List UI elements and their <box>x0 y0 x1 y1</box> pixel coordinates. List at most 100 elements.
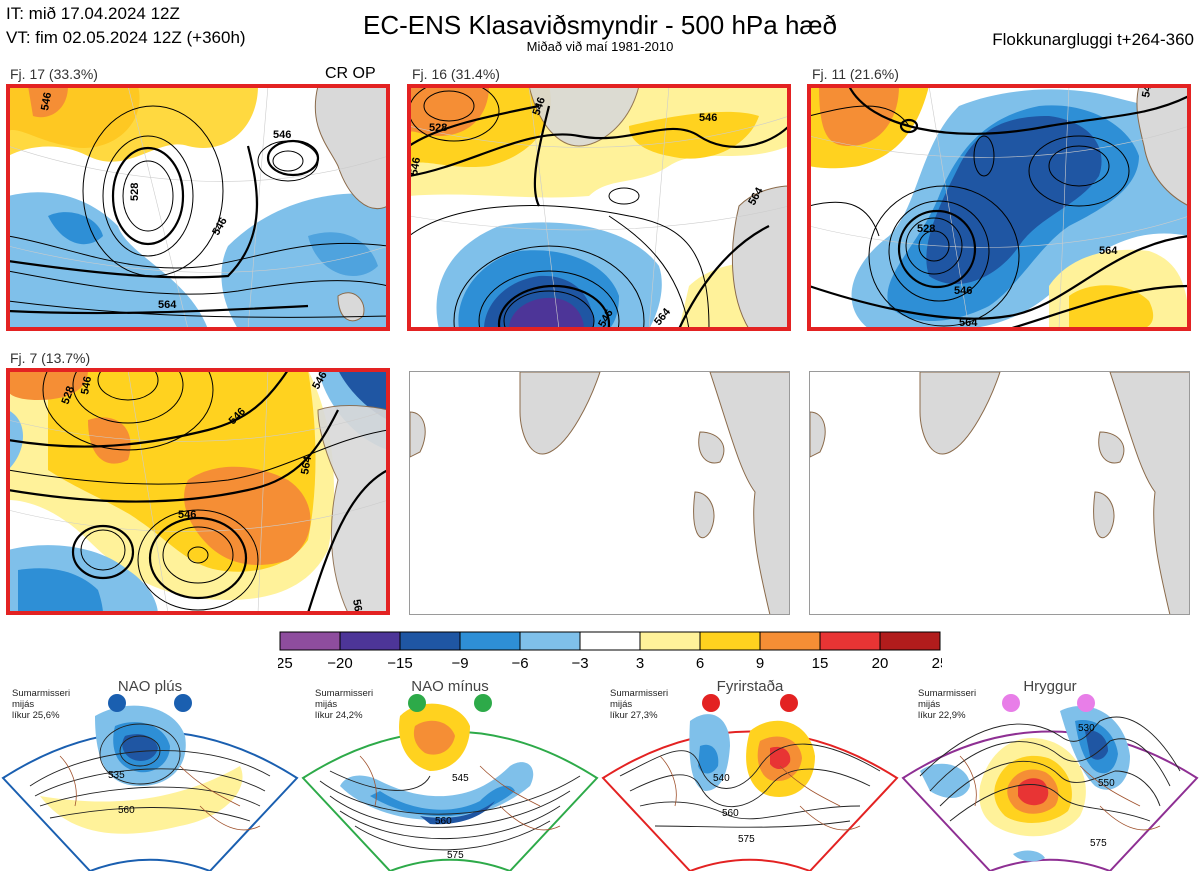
window-label: Flokkunargluggi t+264-360 <box>992 30 1194 49</box>
regime-note: Sumarmisseri mijás líkur 22,9% <box>918 688 977 721</box>
colorbar-bin <box>339 631 401 651</box>
regime-frame <box>601 730 899 873</box>
anomaly-shading <box>698 744 719 774</box>
colorbar-bin <box>759 631 821 651</box>
height-contours-bold <box>809 86 1189 329</box>
land-mask <box>1098 431 1125 464</box>
regime-map-ridge: 530 550 575 <box>901 694 1199 873</box>
regime-title: Hryggur <box>1023 678 1077 695</box>
anomaly-shading <box>819 86 899 146</box>
contour-label: 560 <box>118 805 135 816</box>
contour-label: 550 <box>1098 778 1115 789</box>
contour-label: 546 <box>409 156 423 176</box>
regime-marker <box>174 694 192 712</box>
cluster-map-2-graphic: 528 546 546 546 564 546 564 <box>409 86 789 329</box>
height-contours-bold <box>409 104 789 329</box>
colorbar-bin <box>279 631 341 651</box>
init-time: IT: mið 17.04.2024 12Z <box>6 4 180 23</box>
contour-label: 575 <box>738 834 755 845</box>
anomaly-shading <box>28 86 68 118</box>
panel-label: Fj. 7 (13.7%) <box>10 350 91 366</box>
contour-label: 535 <box>108 770 125 781</box>
anomaly-shading <box>8 410 23 470</box>
coastlines <box>359 755 561 831</box>
regime-marker <box>702 694 720 712</box>
regime-title: Fyrirstaða <box>716 678 784 695</box>
regime-note: Sumarmisseri mijás líkur 27,3% <box>610 688 669 721</box>
land-mask <box>317 405 388 613</box>
anomaly-shading <box>1018 778 1049 806</box>
anomaly-shading <box>420 801 495 825</box>
colorbar-tick-label: −25 <box>278 655 293 671</box>
height-contours <box>319 770 581 851</box>
contour-label: 564 <box>959 317 978 329</box>
contour-label: 546 <box>954 285 972 297</box>
height-contours <box>809 105 1130 327</box>
land-mask <box>810 411 826 458</box>
graticule <box>409 86 789 329</box>
regime-note: Sumarmisseri mijás líkur 25,6% <box>12 688 71 721</box>
coastlines <box>959 755 1161 831</box>
colorbar-bin <box>459 631 521 651</box>
panel-label: Fj. 17 (33.3%) <box>10 66 98 82</box>
cluster-map-3: 528 546 564 564 546 <box>807 84 1191 331</box>
anomaly-shading <box>409 86 489 136</box>
anomaly-shading <box>1013 850 1045 862</box>
contour-label: 528 <box>60 385 78 406</box>
contour-label: 545 <box>452 773 469 784</box>
regime-title: NAO plús <box>117 678 183 695</box>
graticule <box>809 86 1189 329</box>
coastlines <box>59 755 261 831</box>
height-contours <box>919 716 1181 822</box>
contour-label: 564 <box>1099 245 1118 257</box>
regime-marker <box>1077 694 1095 712</box>
height-contours <box>8 370 388 611</box>
regime-marker <box>108 694 126 712</box>
contour-label: 546 <box>79 375 94 395</box>
anomaly-shading <box>122 734 158 761</box>
anomaly-shading <box>1085 730 1108 760</box>
anomaly-shading <box>40 766 243 834</box>
contour-label: 575 <box>1090 838 1107 849</box>
cluster-map-4: 528 546 546 564 546 546 564 <box>6 368 390 615</box>
anomaly-shading <box>413 720 455 755</box>
anomaly-shading <box>509 297 584 329</box>
contour-label: 528 <box>429 122 447 134</box>
land-mask <box>698 431 725 464</box>
regime-ridge: 530 550 575 Hryggur Sumarmisseri mijás lík… <box>900 676 1200 873</box>
regime-note: Sumarmisseri mijás líkur 24,2% <box>315 688 374 721</box>
regime-marker <box>474 694 492 712</box>
cluster-map-5-empty <box>409 371 790 615</box>
anomaly-shading <box>920 763 970 798</box>
chart-title: EC-ENS Klasaviðsmyndir - 500 hPa hæð <box>363 10 837 40</box>
anomaly-shading <box>926 116 1102 285</box>
colorbar-tick-label: 3 <box>636 655 644 671</box>
height-contours <box>29 723 271 822</box>
height-contours <box>409 86 710 329</box>
regime-map-blocking: 540 560 575 <box>601 694 899 873</box>
contour-label: 546 <box>1140 86 1155 99</box>
height-contours-bold <box>8 139 320 315</box>
graticule <box>8 370 388 613</box>
land-mask <box>519 372 601 455</box>
land-mask <box>693 491 715 539</box>
contour-label: 540 <box>713 773 730 784</box>
regime-marker <box>780 694 798 712</box>
contour-label: 546 <box>273 129 291 141</box>
regime-map-nao-plus: 535 560 <box>1 694 299 873</box>
contour-label: 546 <box>178 509 196 521</box>
cluster-map-4-graphic: 528 546 546 564 546 546 564 <box>8 370 388 613</box>
anomaly-shading <box>8 86 258 162</box>
valid-time: VT: fim 02.05.2024 12Z (+360h) <box>6 28 246 47</box>
panel-label: Fj. 11 (21.6%) <box>812 66 899 82</box>
anomaly-shading <box>18 568 103 613</box>
colorbar-tick-label: −15 <box>387 655 412 671</box>
contour-label: 528 <box>129 183 141 201</box>
regime-map-nao-minus: 545 560 575 <box>301 694 599 873</box>
colorbar-tick-label: −20 <box>327 655 352 671</box>
land-mask <box>709 372 789 614</box>
land-mask <box>731 185 789 329</box>
colorbar-bin <box>519 631 581 651</box>
height-contours <box>619 743 881 828</box>
regime-marker <box>408 694 426 712</box>
